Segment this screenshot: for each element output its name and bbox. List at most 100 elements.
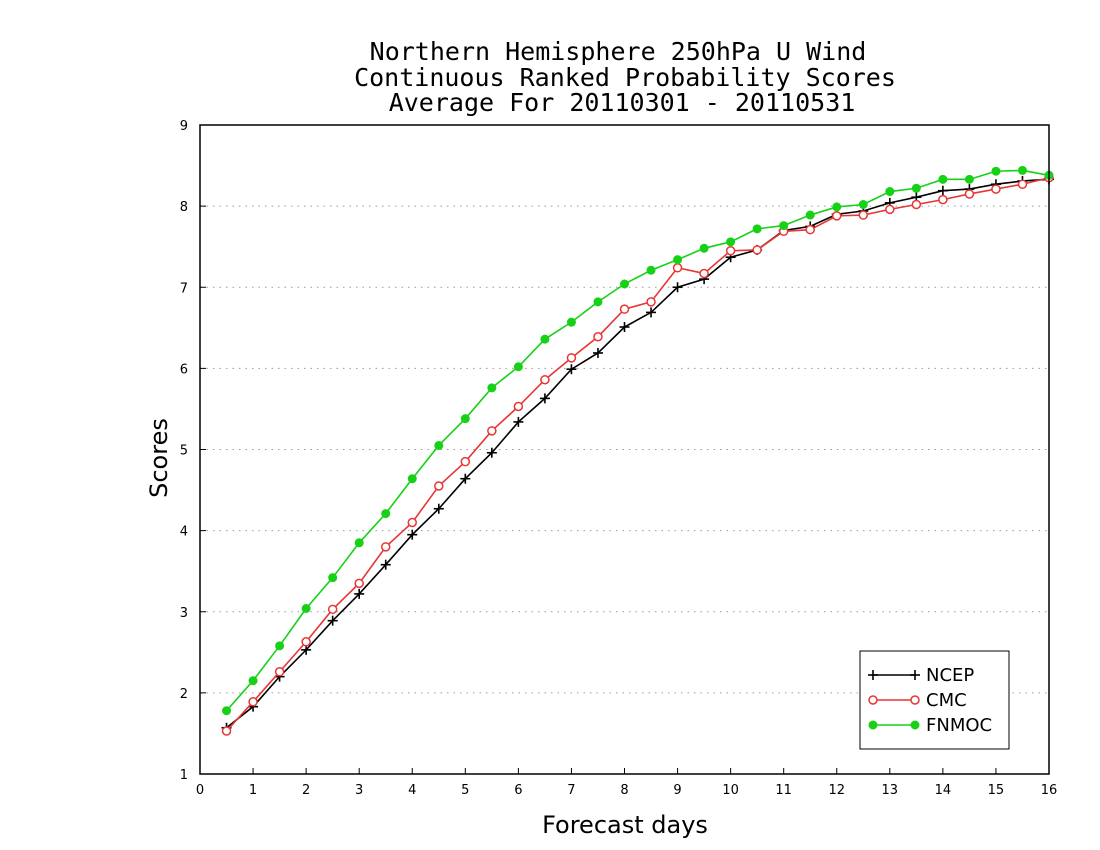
data-point-open-circle xyxy=(619,304,630,314)
data-point-plus xyxy=(460,473,471,484)
data-point-filled-circle xyxy=(460,414,470,424)
y-tick-label: 2 xyxy=(180,687,188,702)
x-tick-label: 4 xyxy=(408,783,416,798)
data-point-filled-circle xyxy=(911,183,921,193)
data-point-filled-circle xyxy=(513,362,523,372)
data-point-open-circle xyxy=(327,604,338,615)
legend-label: CMC xyxy=(926,690,967,711)
data-point-filled-circle xyxy=(381,509,391,519)
data-point-filled-circle xyxy=(910,720,920,730)
data-point-plus xyxy=(592,347,603,358)
data-point-filled-circle xyxy=(699,243,709,253)
series-line-fnmoc xyxy=(225,169,1050,712)
y-tick-label: 6 xyxy=(180,362,188,377)
data-point-plus xyxy=(354,588,365,599)
data-point-plus xyxy=(566,364,577,375)
data-point-open-circle xyxy=(885,204,895,215)
data-point-filled-circle xyxy=(805,210,815,220)
data-point-open-circle xyxy=(566,353,577,363)
gridlines xyxy=(200,205,1049,694)
data-point-open-circle xyxy=(1017,179,1028,189)
data-point-filled-circle xyxy=(593,297,603,307)
data-point-open-circle xyxy=(646,297,656,307)
y-tick-label: 4 xyxy=(180,525,188,540)
data-point-filled-circle xyxy=(354,538,364,548)
data-point-filled-circle xyxy=(328,573,338,583)
x-axis-label: Forecast days xyxy=(542,811,708,839)
series-line-cmc xyxy=(225,176,1050,732)
data-point-open-circle xyxy=(910,695,920,705)
data-point-filled-circle xyxy=(991,166,1001,176)
data-point-open-circle xyxy=(699,268,709,279)
x-tick-label: 16 xyxy=(1041,783,1058,798)
data-point-open-circle xyxy=(725,245,736,256)
x-tick-label: 11 xyxy=(775,783,792,798)
data-point-filled-circle xyxy=(885,187,895,197)
x-tick-label: 2 xyxy=(302,783,310,798)
x-axis-ticks: 0 1 2 3 4 5 6 7 8 9 10 11 12 13 14 15 16 xyxy=(196,768,1057,798)
data-point-plus xyxy=(513,416,524,427)
data-point-filled-circle xyxy=(832,202,842,212)
data-point-plus xyxy=(407,529,418,540)
data-point-open-circle xyxy=(354,578,364,589)
legend-label: NCEP xyxy=(926,665,974,686)
data-point-open-circle xyxy=(248,697,258,707)
series-ncep xyxy=(221,174,1054,733)
data-point-plus xyxy=(539,393,550,404)
data-point-filled-circle xyxy=(779,221,789,231)
data-point-filled-circle xyxy=(407,474,417,484)
x-tick-label: 7 xyxy=(567,783,575,798)
x-tick-label: 15 xyxy=(988,783,1005,798)
x-tick-label: 13 xyxy=(882,783,899,798)
data-point-plus xyxy=(486,447,497,458)
x-tick-label: 8 xyxy=(620,783,628,798)
data-point-filled-circle xyxy=(222,706,232,716)
data-point-plus xyxy=(301,644,312,655)
data-point-open-circle xyxy=(672,263,683,273)
y-tick-label: 9 xyxy=(180,119,188,134)
x-tick-label: 9 xyxy=(673,783,681,798)
data-point-open-circle xyxy=(805,224,815,235)
data-point-open-circle xyxy=(938,194,948,205)
data-point-open-circle xyxy=(434,481,444,491)
y-axis-label: Scores xyxy=(145,418,173,498)
data-point-plus xyxy=(327,615,338,626)
x-tick-label: 5 xyxy=(461,783,469,798)
x-tick-label: 10 xyxy=(722,783,739,798)
x-tick-label: 0 xyxy=(196,783,204,798)
y-tick-label: 3 xyxy=(180,606,188,621)
legend-label: FNMOC xyxy=(926,715,992,736)
data-point-open-circle xyxy=(911,199,922,210)
data-point-filled-circle xyxy=(487,383,497,393)
data-point-filled-circle xyxy=(868,720,878,730)
data-point-open-circle xyxy=(380,542,391,552)
data-point-filled-circle xyxy=(434,440,444,450)
x-tick-label: 6 xyxy=(514,783,522,798)
title-line-3: Average For 20110301 - 20110531 xyxy=(389,88,856,117)
chart-title: Northern Hemisphere 250hPa U Wind Contin… xyxy=(354,37,896,117)
data-point-plus xyxy=(619,322,630,333)
data-point-open-circle xyxy=(964,189,975,199)
title-line-2: Continuous Ranked Probability Scores xyxy=(354,63,896,92)
legend-item-ncep: NCEP xyxy=(868,665,974,686)
data-point-plus xyxy=(910,670,920,680)
legend-item-fnmoc: FNMOC xyxy=(868,715,992,736)
x-tick-label: 3 xyxy=(355,783,363,798)
data-point-open-circle xyxy=(274,667,285,677)
data-point-filled-circle xyxy=(752,224,762,234)
data-point-filled-circle xyxy=(275,641,285,651)
data-point-filled-circle xyxy=(646,265,656,275)
y-tick-label: 7 xyxy=(180,281,188,296)
series-line-ncep xyxy=(226,178,1050,729)
legend: NCEP CMC FNMOC xyxy=(859,650,1010,750)
y-tick-label: 8 xyxy=(180,200,188,215)
x-tick-label: 12 xyxy=(828,783,845,798)
data-point-open-circle xyxy=(540,374,550,385)
legend-item-cmc: CMC xyxy=(868,690,967,711)
data-point-open-circle xyxy=(858,210,869,220)
data-point-filled-circle xyxy=(620,279,629,289)
data-point-filled-circle xyxy=(938,174,948,184)
data-point-filled-circle xyxy=(566,317,576,327)
data-point-plus xyxy=(380,559,391,570)
